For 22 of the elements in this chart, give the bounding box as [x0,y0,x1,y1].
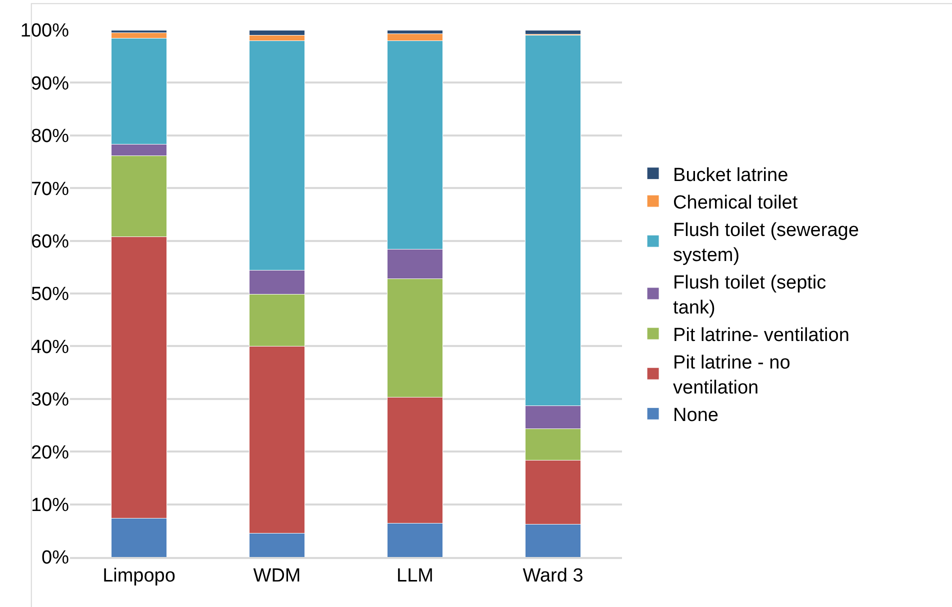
y-tick-label: 30% [30,390,70,411]
legend-label: None [673,405,718,426]
y-tick-label: 70% [30,178,70,200]
y-tick-label: 80% [30,126,70,148]
y-tick-label: 50% [30,284,70,306]
legend-label: Flush toilet (septic tank) [673,272,826,318]
y-tick-label: 10% [30,494,70,516]
x-tick-label: Ward 3 [522,566,584,587]
y-tick-label: 90% [30,73,70,94]
x-tick-label: Limpopo [102,566,176,587]
y-tick-label: 60% [30,231,70,252]
y-tick-label: 20% [30,442,70,464]
legend-label: Chemical toilet [673,192,798,214]
legend-label: Bucket latrine [673,164,788,186]
y-tick-label: 100% [20,20,70,42]
x-tick-label: WDM [253,566,301,587]
legend-label: Pit latrine - no ventilation [673,352,790,398]
legend-label: Flush toilet (sewerage system) [673,220,859,266]
y-tick-label: 40% [30,336,70,358]
legend-label: Pit latrine- ventilation [673,324,850,346]
y-tick-label: 0% [42,548,70,569]
x-tick-label: LLM [396,566,434,587]
